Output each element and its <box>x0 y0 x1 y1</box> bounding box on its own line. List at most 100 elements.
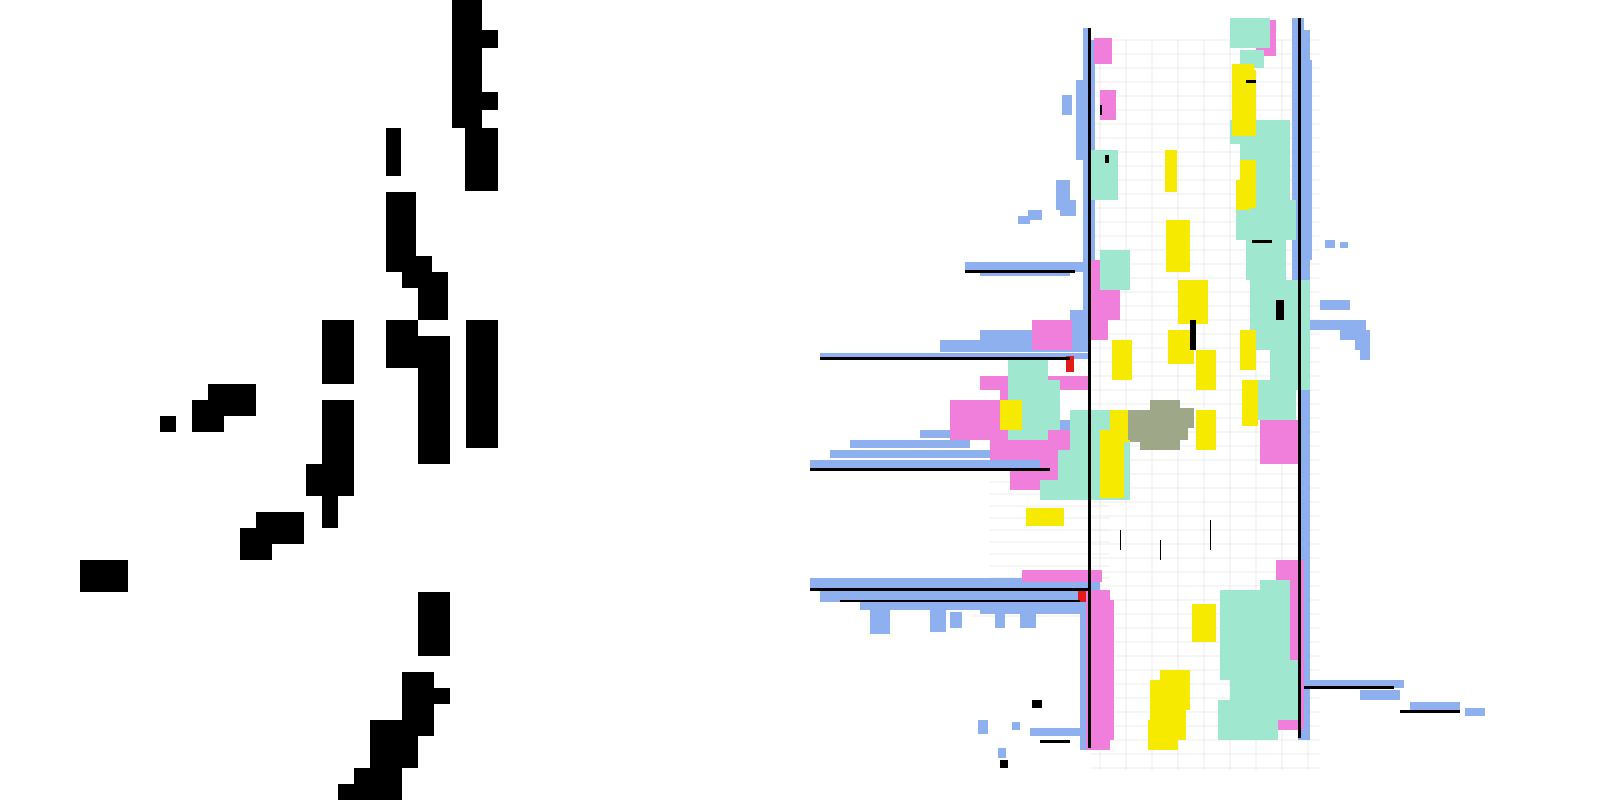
voxel-edge <box>1120 530 1121 550</box>
terrain-voxel <box>1140 430 1180 450</box>
vehicle-voxel <box>1165 150 1177 192</box>
voxel-edge <box>1160 540 1161 560</box>
wall-voxel <box>1018 216 1030 224</box>
vegetation-voxel <box>1100 250 1130 290</box>
occupied-cell <box>386 320 418 368</box>
wall-voxel <box>1060 200 1076 216</box>
vegetation-voxel <box>1256 380 1296 420</box>
occupancy-grid-canvas <box>80 0 498 800</box>
occupied-cell <box>192 400 224 432</box>
voxel-edge <box>1304 686 1394 689</box>
vehicle-voxel <box>1168 330 1194 364</box>
wall-voxel <box>1410 702 1460 712</box>
occupied-cell <box>418 272 448 320</box>
pole-voxel <box>1066 356 1074 372</box>
wall-voxel <box>1020 612 1036 628</box>
wall-voxel <box>1012 722 1020 730</box>
vehicle-voxel <box>1112 340 1132 380</box>
wall-voxel <box>860 600 1060 610</box>
wall-voxel <box>850 440 970 448</box>
voxel-edge <box>1252 240 1272 243</box>
voxel-edge <box>1088 28 1091 748</box>
voxel-edge <box>810 588 1090 591</box>
voxel-edge <box>1040 740 1070 743</box>
wall-voxel <box>1465 708 1485 716</box>
semantic-map-canvas <box>810 18 1485 770</box>
wall-voxel <box>950 612 962 628</box>
vegetation-voxel <box>1218 700 1278 740</box>
occupied-cell <box>418 592 450 656</box>
vehicle-voxel <box>1178 280 1208 324</box>
wall-voxel <box>820 353 1090 359</box>
occupied-cell <box>418 688 450 704</box>
wall-voxel <box>820 590 1080 602</box>
voxel-edge <box>820 357 1070 360</box>
occupied-cell <box>452 92 498 110</box>
wall-voxel <box>1076 80 1086 160</box>
occupied-cell <box>322 400 354 464</box>
occupied-cell <box>338 784 370 800</box>
voxel-edge <box>1276 300 1284 320</box>
sidewalk-voxel <box>1094 38 1112 64</box>
sidewalk-voxel <box>1088 300 1108 340</box>
occupied-cell <box>370 720 418 768</box>
vegetation-voxel <box>1246 240 1286 280</box>
vehicle-voxel <box>1236 180 1250 210</box>
occupied-cell <box>465 128 498 191</box>
voxel-edge <box>1100 105 1102 115</box>
voxel-edge <box>1210 520 1211 550</box>
vehicle-voxel <box>1026 508 1064 526</box>
vehicle-voxel <box>1148 720 1178 750</box>
wall-voxel <box>870 606 890 634</box>
vehicle-voxel <box>1192 604 1216 642</box>
voxel-edge <box>1298 18 1301 738</box>
wall-voxel <box>810 460 1050 470</box>
wall-voxel <box>1304 680 1404 688</box>
occupied-cell <box>418 336 450 464</box>
vehicle-voxel <box>1196 350 1216 390</box>
occupied-cell <box>322 480 338 528</box>
vegetation-voxel <box>1090 150 1118 200</box>
wall-voxel <box>1340 242 1348 248</box>
terrain-voxel <box>1130 420 1148 442</box>
wall-voxel <box>1070 310 1090 340</box>
occupied-cell <box>80 560 128 592</box>
wall-voxel <box>965 262 1085 272</box>
wall-voxel <box>1325 240 1335 248</box>
sidewalk-voxel <box>1022 570 1102 582</box>
sidewalk-voxel <box>1260 420 1300 464</box>
voxel-edge <box>1246 80 1256 83</box>
occupied-cell <box>322 320 354 384</box>
voxel-edge <box>965 270 1075 273</box>
voxel-edge <box>1400 710 1460 713</box>
occupancy-grid-panel <box>80 0 498 800</box>
wall-voxel <box>1360 690 1400 700</box>
sidewalk-voxel <box>1100 90 1116 120</box>
wall-voxel <box>930 608 946 632</box>
wall-voxel <box>995 606 1005 628</box>
wall-voxel <box>830 450 1010 458</box>
vehicle-voxel <box>1160 670 1190 710</box>
wall-voxel <box>1083 28 1091 348</box>
occupied-cell <box>160 416 176 432</box>
wall-voxel <box>1360 330 1370 360</box>
wall-voxel <box>1304 60 1312 260</box>
wall-voxel <box>998 748 1006 758</box>
vegetation-voxel <box>1020 380 1060 430</box>
vegetation-voxel <box>1230 18 1270 48</box>
vehicle-voxel <box>1196 410 1216 450</box>
voxel-edge <box>810 468 1050 471</box>
vehicle-voxel <box>1238 70 1256 136</box>
vegetation-voxel <box>1260 580 1290 620</box>
voxel-edge <box>1105 155 1109 163</box>
semantic-map-panel <box>800 0 1600 800</box>
vehicle-voxel <box>1242 380 1258 426</box>
wall-voxel <box>1306 320 1366 330</box>
occupied-cell <box>452 30 498 48</box>
vehicle-voxel <box>1240 330 1256 370</box>
voxel-edge <box>1190 320 1196 350</box>
sidewalk-voxel <box>1032 320 1072 350</box>
voxel-edge <box>1032 700 1042 708</box>
wall-voxel <box>1320 300 1350 310</box>
occupied-cell <box>386 128 401 176</box>
